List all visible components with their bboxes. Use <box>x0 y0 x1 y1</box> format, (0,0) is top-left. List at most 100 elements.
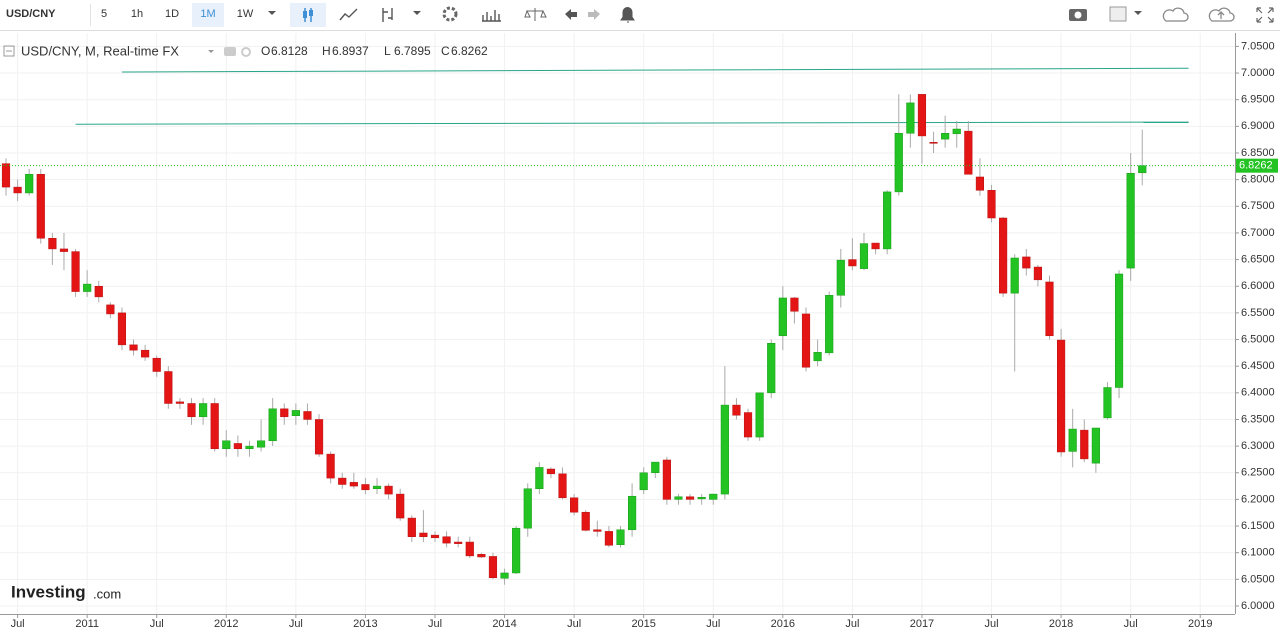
template-icon[interactable] <box>1109 6 1127 22</box>
candle-body <box>929 142 938 144</box>
ohlc-value: 6.7895 <box>394 44 431 58</box>
interval-button[interactable]: 5 <box>101 8 107 20</box>
dropdown-arrow[interactable] <box>268 11 276 15</box>
y-tick-label: 6.4500 <box>1241 360 1275 372</box>
cloud-save[interactable] <box>1208 7 1235 22</box>
x-tick-label: 2013 <box>353 618 377 630</box>
x-tick-label: Jul <box>706 618 720 630</box>
settings-icon[interactable] <box>241 47 251 57</box>
candle-body <box>280 408 289 418</box>
candle-body <box>338 477 347 485</box>
x-tick-label: 2012 <box>214 618 238 630</box>
symbol[interactable]: USD/CNY <box>6 8 56 20</box>
candle-body <box>175 401 184 404</box>
undo-icon[interactable] <box>565 9 577 20</box>
candle-body <box>512 527 521 574</box>
candle-body <box>477 554 486 558</box>
redo-icon[interactable] <box>588 9 600 20</box>
candle-body <box>558 473 567 499</box>
logo-brand: Investing <box>11 582 86 601</box>
collapse-box[interactable] <box>3 45 15 57</box>
indicator-icon[interactable] <box>482 10 501 22</box>
x-tick-label: 2014 <box>492 618 516 630</box>
x-tick-label: 2018 <box>1049 618 1073 630</box>
candle-body <box>662 459 671 500</box>
candle-body <box>1068 428 1077 452</box>
alert-icon[interactable] <box>620 7 635 23</box>
y-tick-label: 6.8500 <box>1241 147 1275 159</box>
candle-body <box>964 130 973 175</box>
candle-body <box>152 357 161 372</box>
y-tick-label: 6.2000 <box>1241 493 1275 505</box>
x-tick-label: Jul <box>984 618 998 630</box>
candle-body <box>790 297 799 312</box>
y-tick-label: 7.0000 <box>1241 67 1275 79</box>
candle-body <box>999 217 1008 294</box>
trend-line <box>75 121 1189 125</box>
candle-body <box>801 313 811 368</box>
candle-body <box>952 128 961 135</box>
candle-body <box>616 529 625 545</box>
plot-area <box>0 67 1235 585</box>
x-tick-label: 2017 <box>910 618 934 630</box>
candle-body <box>268 408 277 442</box>
last-price-label: 6.8262 <box>1239 160 1273 172</box>
interval-selected <box>192 3 224 27</box>
candle-body <box>1080 429 1089 460</box>
fullscreen-icon[interactable] <box>1256 7 1274 23</box>
candle-body <box>500 572 509 579</box>
candle-body <box>1057 339 1066 453</box>
dropdown-arrow[interactable] <box>1134 11 1142 15</box>
logo-suffix: .com <box>93 586 121 601</box>
candle-body <box>222 440 231 450</box>
candle-body <box>1010 257 1019 294</box>
eye-icon[interactable] <box>224 47 236 56</box>
dropdown-arrow[interactable] <box>208 50 214 53</box>
cloud-load[interactable] <box>1162 7 1189 22</box>
candle-body <box>535 467 544 490</box>
candle-body <box>546 468 556 475</box>
axes: 6.0000 6.0500 6.1000 6.1500 6.2000 6.2500 6.30… <box>11 40 1278 630</box>
interval-button[interactable]: 1h <box>131 8 143 20</box>
line-tool[interactable] <box>339 8 358 21</box>
interval-button[interactable]: 1D <box>165 8 179 20</box>
candle-body <box>987 190 996 219</box>
candle-body <box>1045 281 1054 337</box>
candle-body <box>349 482 358 487</box>
candle-body <box>326 453 335 479</box>
candle-body <box>975 176 985 191</box>
y-tick-label: 6.7500 <box>1241 200 1275 212</box>
compare-icon[interactable] <box>524 8 547 21</box>
x-tick-label: 2015 <box>631 618 655 630</box>
y-tick-label: 6.5000 <box>1241 333 1275 345</box>
candle-body <box>48 238 57 250</box>
candle-body <box>709 493 718 500</box>
candle-body <box>187 403 196 418</box>
candle-button[interactable] <box>290 3 326 27</box>
candle-body <box>361 484 370 491</box>
last-price-box <box>1236 158 1278 173</box>
candle-body <box>859 243 869 269</box>
ohlc-legend: O 6.8128 H 6.8937 L 6.7895 C 6.8262 <box>261 44 488 58</box>
interval-button[interactable]: 1W <box>237 8 254 20</box>
candle-body <box>628 495 637 531</box>
settings-icon[interactable] <box>442 6 458 22</box>
candle-body <box>256 440 266 448</box>
x-tick-label: Jul <box>845 618 859 630</box>
candle-body <box>778 297 787 337</box>
candle-icon <box>303 11 307 18</box>
dropdown-arrow[interactable] <box>413 11 421 15</box>
interval-button[interactable]: 1M <box>200 8 215 20</box>
y-tick-label: 6.0000 <box>1241 600 1275 612</box>
ohlc-value: 6.8128 <box>271 44 308 58</box>
candle-body <box>314 419 324 455</box>
candle-body <box>836 259 845 296</box>
candle-body <box>813 352 822 362</box>
x-tick-label: Jul <box>1124 618 1138 630</box>
candle-body <box>396 493 405 519</box>
y-tick-label: 6.6500 <box>1241 253 1275 265</box>
candle-body <box>883 191 892 250</box>
ohlc-key: L <box>384 44 391 58</box>
y-tick-label: 6.0500 <box>1241 573 1275 585</box>
bar-tool[interactable] <box>382 8 393 22</box>
